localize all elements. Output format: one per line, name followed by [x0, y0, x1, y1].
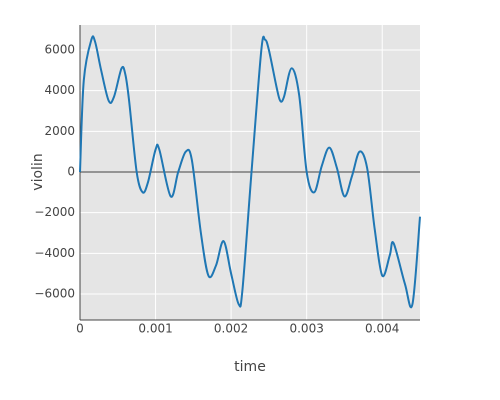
y-tick-label: −6000	[34, 286, 75, 300]
x-tick-label: 0.001	[138, 322, 172, 336]
x-tick-label: 0.002	[214, 322, 248, 336]
x-tick-label: 0.003	[289, 322, 323, 336]
y-tick-label: 0	[67, 164, 75, 178]
x-tick-label: 0.004	[365, 322, 399, 336]
x-tick-label: 0	[76, 322, 84, 336]
line-series	[79, 35, 421, 309]
y-tick-label: 2000	[44, 124, 75, 138]
y-tick-label: 6000	[44, 43, 75, 57]
plot-area	[80, 25, 420, 320]
y-axis-title: violin	[30, 153, 46, 190]
y-tick-label: −4000	[34, 246, 75, 260]
y-tick-label: 4000	[44, 83, 75, 97]
y-tick-label: −2000	[34, 205, 75, 219]
x-axis-title: time	[234, 359, 266, 375]
